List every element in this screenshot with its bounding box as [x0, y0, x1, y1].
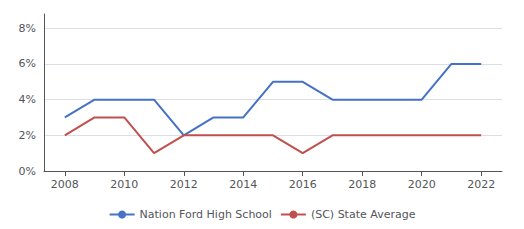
svg-text:2018: 2018 — [348, 178, 376, 191]
svg-text:2010: 2010 — [110, 178, 138, 191]
svg-text:6%: 6% — [19, 57, 36, 70]
svg-text:4%: 4% — [19, 93, 36, 106]
svg-text:0%: 0% — [19, 165, 36, 178]
svg-text:Nation Ford High School: Nation Ford High School — [140, 208, 272, 221]
svg-text:2012: 2012 — [170, 178, 198, 191]
svg-text:(SC) State Average: (SC) State Average — [311, 208, 416, 221]
svg-text:2020: 2020 — [408, 178, 436, 191]
svg-text:2014: 2014 — [229, 178, 257, 191]
svg-text:2016: 2016 — [289, 178, 317, 191]
svg-text:2%: 2% — [19, 129, 36, 142]
svg-text:2022: 2022 — [467, 178, 495, 191]
svg-text:8%: 8% — [19, 22, 36, 35]
svg-text:2008: 2008 — [51, 178, 79, 191]
